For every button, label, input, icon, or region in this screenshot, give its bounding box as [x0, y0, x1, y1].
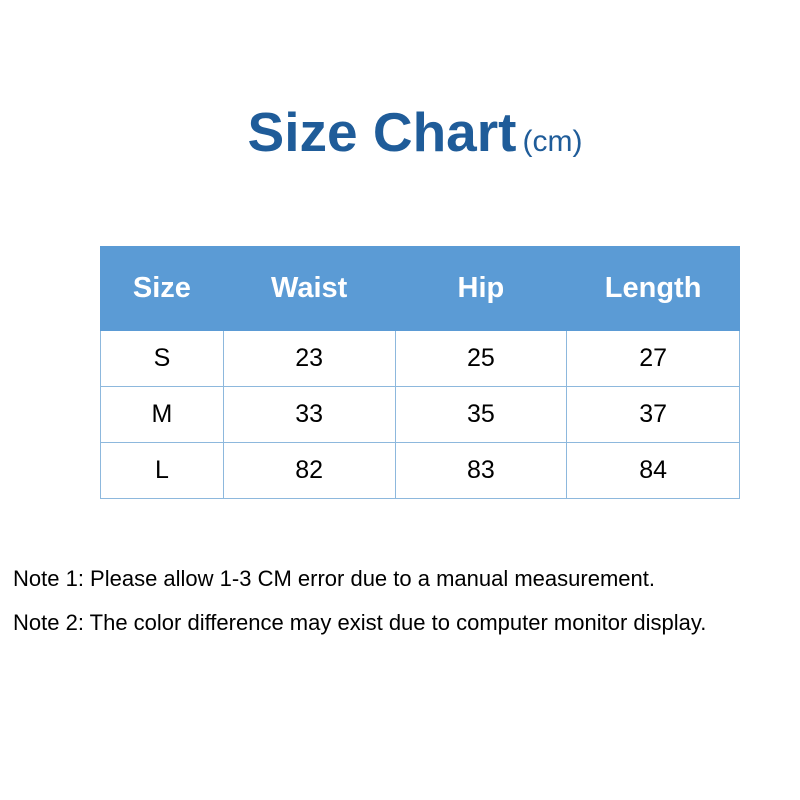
header-length: Length [566, 246, 740, 331]
table-header-row: Size Waist Hip Length [100, 246, 740, 331]
page-title: Size Chart (cm) [0, 100, 800, 164]
title-main: Size Chart [247, 101, 517, 163]
cell-length: 37 [566, 386, 740, 443]
cell-hip: 25 [394, 330, 568, 387]
cell-length: 84 [566, 442, 740, 499]
size-table: Size Waist Hip Length S 23 25 27 M 33 35… [100, 246, 740, 499]
note-2: Note 2: The color difference may exist d… [13, 610, 707, 635]
table-row: L 82 83 84 [100, 442, 740, 499]
cell-waist: 82 [222, 442, 396, 499]
cell-length: 27 [566, 330, 740, 387]
table-row: M 33 35 37 [100, 386, 740, 443]
title-unit: (cm) [522, 125, 583, 158]
header-hip: Hip [394, 246, 568, 331]
cell-hip: 83 [394, 442, 568, 499]
note-1: Note 1: Please allow 1-3 CM error due to… [13, 566, 655, 591]
cell-size: S [100, 330, 224, 387]
header-waist: Waist [222, 246, 396, 331]
table-row: S 23 25 27 [100, 330, 740, 387]
header-size: Size [100, 246, 224, 331]
cell-hip: 35 [394, 386, 568, 443]
cell-waist: 23 [222, 330, 396, 387]
cell-size: M [100, 386, 224, 443]
cell-size: L [100, 442, 224, 499]
notes: Note 1: Please allow 1-3 CM error due to… [13, 566, 706, 654]
cell-waist: 33 [222, 386, 396, 443]
